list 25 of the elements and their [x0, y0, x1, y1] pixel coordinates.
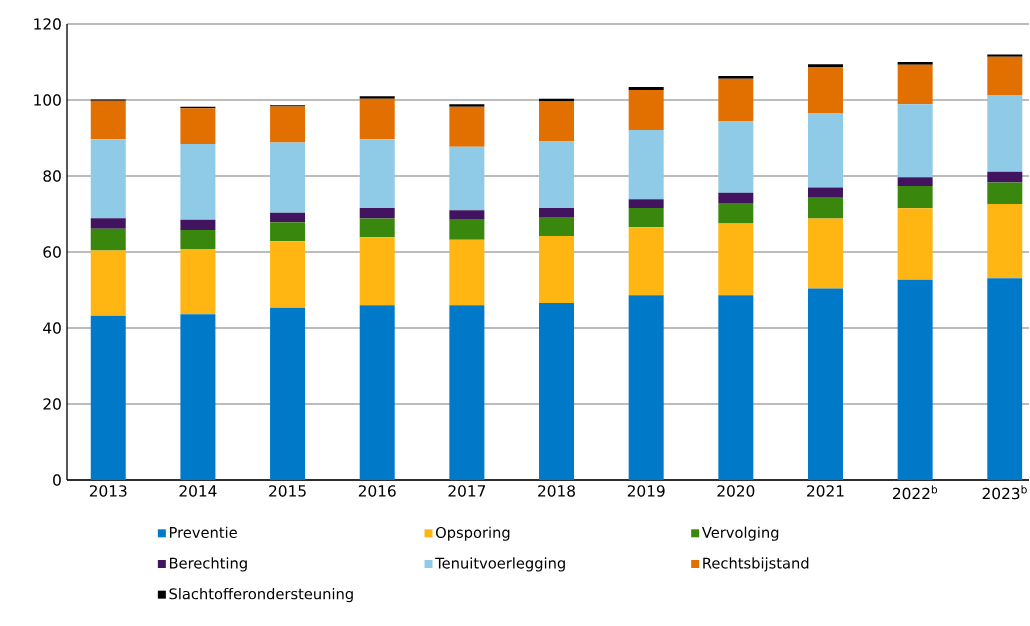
legend-label: Vervolging: [701, 526, 779, 541]
y-tick-label: 100: [34, 94, 61, 106]
legend-label: Berechting: [169, 557, 247, 572]
x-tick-label: 2017: [448, 485, 486, 497]
x-tick-label: 2015: [269, 485, 306, 497]
y-tick-label: 0: [53, 474, 61, 486]
x-tick-label: 2020: [717, 485, 755, 497]
x-tick-label: 2014: [179, 485, 217, 497]
x-tick-label: 2013: [89, 485, 127, 497]
y-tick-label: 60: [43, 246, 61, 258]
legend-label: Preventie: [169, 526, 237, 538]
x-tick-label: 2018: [538, 485, 575, 497]
x-tick-label: 2016: [358, 485, 396, 497]
y-tick-label: 120: [34, 18, 61, 30]
legend-label: Opsporing: [436, 526, 510, 541]
legend-label: Tenuitvoerlegging: [435, 557, 565, 572]
y-tick-label: 40: [43, 322, 61, 334]
y-tick-label: 80: [43, 170, 61, 182]
x-tick-label: 2022$^{b}$: [893, 485, 938, 500]
legend-label: Rechtsbijstand: [703, 557, 809, 572]
y-tick-label: 20: [43, 398, 61, 410]
x-tick-label: 2019: [627, 485, 665, 497]
legend-label: Slachtofferondersteuning: [169, 587, 353, 603]
x-tick-label: 2021: [807, 485, 844, 497]
x-tick-label: 2023$^{b}$: [982, 485, 1027, 500]
